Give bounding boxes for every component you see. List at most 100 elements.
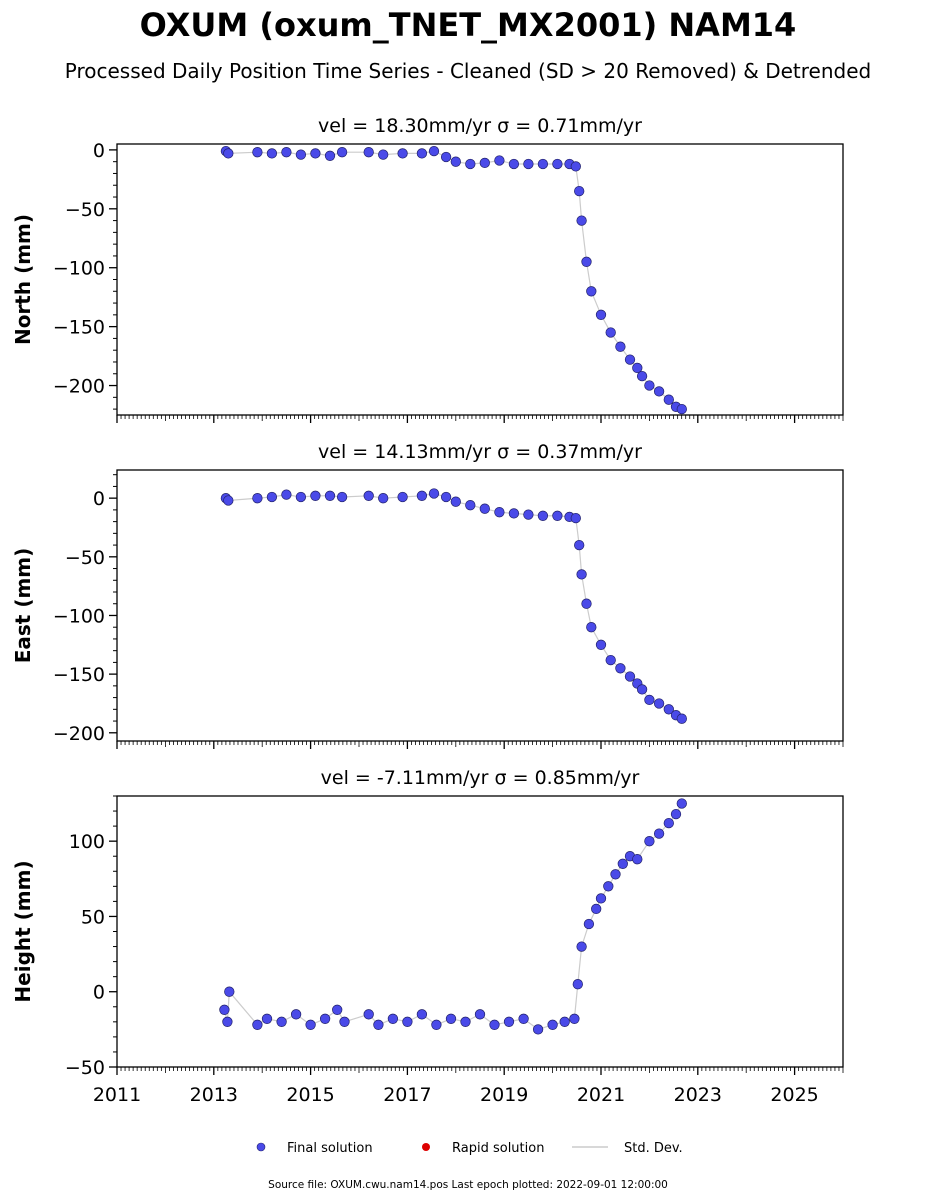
data-point	[570, 161, 581, 172]
data-point	[494, 155, 505, 166]
data-point	[290, 1009, 302, 1020]
y-tick-label: 0	[93, 140, 105, 162]
legend-final-marker	[256, 1142, 266, 1152]
data-point	[252, 493, 263, 504]
y-tick-label: −50	[65, 199, 105, 221]
data-point	[537, 158, 549, 170]
data-point	[440, 491, 452, 503]
data-point	[581, 598, 592, 609]
data-point	[644, 380, 655, 391]
data-layer	[219, 798, 687, 1035]
data-point	[479, 503, 490, 514]
data-point	[603, 881, 614, 892]
y-axis-label: Height (mm)	[11, 860, 35, 1002]
data-point	[624, 671, 636, 682]
y-tick-label: −100	[53, 258, 105, 280]
data-point	[295, 149, 307, 160]
data-point	[319, 1013, 331, 1024]
data-point	[261, 1013, 273, 1024]
figure-subtitle: Processed Daily Position Time Series - C…	[65, 59, 871, 83]
data-point	[416, 490, 428, 501]
stddev-trace	[223, 803, 683, 1031]
data-point	[595, 893, 607, 904]
data-point	[489, 1019, 500, 1030]
data-layer	[220, 488, 687, 724]
panel-title: vel = -7.11mm/yr σ = 0.85mm/yr	[321, 767, 640, 789]
x-tick-label: 2017	[383, 1084, 431, 1106]
data-point	[276, 1016, 287, 1027]
data-point	[224, 986, 235, 997]
data-point	[569, 1013, 580, 1024]
x-tick-label: 2025	[770, 1084, 818, 1106]
plot-frame	[116, 143, 844, 416]
y-tick-label: 100	[69, 831, 105, 853]
data-point	[636, 684, 648, 695]
data-point	[310, 490, 321, 501]
data-point	[416, 148, 428, 159]
data-point	[474, 1009, 486, 1020]
y-tick-label: −150	[53, 664, 105, 686]
data-point	[632, 854, 643, 865]
data-point	[479, 157, 490, 169]
data-point	[494, 507, 505, 518]
stddev-trace	[225, 150, 683, 410]
data-point	[591, 903, 602, 915]
data-point	[610, 869, 621, 880]
panels: vel = 18.30mm/yr σ = 0.71mm/yr North (mm)…	[11, 115, 844, 1106]
data-point	[324, 490, 336, 501]
y-tick-label: 0	[93, 982, 105, 1004]
data-point	[644, 694, 655, 706]
data-point	[508, 508, 520, 519]
data-point	[503, 1016, 515, 1027]
y-tick-label: −200	[53, 376, 105, 398]
x-tick-label: 2015	[286, 1084, 334, 1106]
data-point	[305, 1019, 316, 1030]
data-point	[518, 1013, 529, 1024]
data-point	[363, 147, 374, 158]
data-point	[663, 817, 674, 829]
data-point	[252, 1019, 263, 1030]
data-point	[450, 156, 461, 167]
data-point	[676, 798, 687, 809]
data-point	[653, 386, 665, 397]
x-tick-label: 2019	[480, 1084, 528, 1106]
y-axis-label: East (mm)	[11, 548, 35, 664]
data-point	[552, 158, 563, 170]
legend-rapid-label: Rapid solution	[452, 1141, 544, 1156]
stddev-trace	[225, 492, 683, 720]
data-point	[387, 1013, 399, 1024]
data-point	[552, 510, 563, 521]
data-point	[295, 491, 307, 503]
x-tick-label: 2011	[93, 1084, 141, 1106]
data-point	[547, 1019, 558, 1030]
y-tick-label: −100	[53, 605, 105, 627]
data-point	[373, 1019, 384, 1030]
panel-title: vel = 14.13mm/yr σ = 0.37mm/yr	[318, 441, 642, 463]
data-point	[523, 158, 534, 170]
data-point	[653, 828, 665, 839]
plot-frame	[116, 469, 844, 742]
data-point	[336, 147, 348, 158]
data-point	[653, 698, 665, 709]
data-point	[574, 539, 585, 551]
data-point	[617, 858, 628, 869]
data-point	[559, 1016, 570, 1027]
data-point	[310, 148, 321, 159]
figure-title: OXUM (oxum_TNET_MX2001) NAM14	[140, 6, 797, 44]
data-point	[624, 354, 636, 365]
panel-2: vel = 14.13mm/yr σ = 0.37mm/yr East (mm) 0…	[11, 441, 844, 749]
panel-title: vel = 18.30mm/yr σ = 0.71mm/yr	[318, 115, 642, 137]
data-point	[440, 151, 452, 163]
data-point	[523, 509, 534, 520]
data-point	[615, 663, 626, 674]
data-point	[676, 713, 687, 724]
data-point	[266, 491, 278, 503]
data-point	[532, 1024, 544, 1035]
data-point	[586, 286, 597, 297]
legend-stddev-label: Std. Dev.	[624, 1141, 683, 1156]
y-tick-label: 50	[81, 906, 105, 928]
data-point	[644, 836, 655, 847]
data-point	[586, 622, 597, 633]
data-point	[576, 215, 587, 226]
